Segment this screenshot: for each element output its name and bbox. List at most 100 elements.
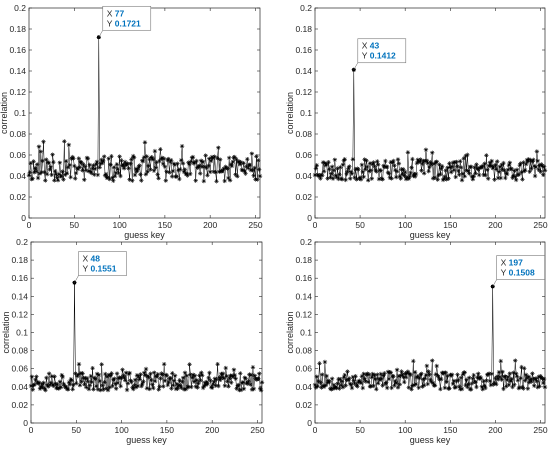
chart-1-ytick-label-6: 0.12 xyxy=(295,87,312,97)
chart-0-point-39 xyxy=(62,139,66,143)
chart-3-point-6 xyxy=(318,380,322,384)
chart-0-point-198 xyxy=(206,164,210,168)
chart-2-point-215 xyxy=(224,366,228,370)
chart-2-xlabel: guess key xyxy=(126,435,167,445)
chart-1-ytick-label-3: 0.06 xyxy=(295,150,312,160)
chart-0-point-128 xyxy=(143,140,147,144)
chart-2-ytick-label-9: 0.18 xyxy=(11,255,28,265)
chart-0-ytick-label-7: 0.14 xyxy=(9,66,26,76)
chart-1-point-192 xyxy=(486,176,490,180)
chart-2-point-172 xyxy=(185,374,189,378)
chart-2-point-159 xyxy=(173,373,177,377)
chart-1-ytick-label-9: 0.18 xyxy=(295,24,312,34)
chart-1-point-157 xyxy=(454,160,458,164)
chart-0-point-166 xyxy=(177,177,181,181)
chart-1-point-163 xyxy=(460,178,464,182)
chart-0-ytick-label-0: 0 xyxy=(21,213,26,223)
chart-1-point-126 xyxy=(426,169,430,173)
chart-3-point-173 xyxy=(469,387,473,391)
chart-3-point-11 xyxy=(323,360,327,364)
chart-2-xtick-label-3: 150 xyxy=(160,425,174,435)
chart-1-point-73 xyxy=(379,168,383,172)
chart-0-point-41 xyxy=(64,159,68,163)
chart-3-point-144 xyxy=(443,386,447,390)
chart-1-point-105 xyxy=(408,174,412,178)
chart-1-ylabel: correlation xyxy=(285,92,295,134)
chart-3-ytick-label-0: 0 xyxy=(307,418,312,428)
chart-0-ytick-label-10: 0.2 xyxy=(14,3,26,13)
chart-0-point-193 xyxy=(202,179,206,183)
chart-0-datatip-y-label: Y xyxy=(107,18,113,28)
chart-2-ytick-label-5: 0.1 xyxy=(16,328,28,338)
chart-2-ytick-label-2: 0.04 xyxy=(11,382,28,392)
chart-0-point-8 xyxy=(34,169,38,173)
chart-0-point-150 xyxy=(163,164,167,168)
chart-2-point-214 xyxy=(223,384,227,388)
chart-1-point-107 xyxy=(409,165,413,169)
chart-2-point-111 xyxy=(129,380,133,384)
chart-0-point-27 xyxy=(51,160,55,164)
chart-2-point-147 xyxy=(162,362,166,366)
chart-2-point-231 xyxy=(238,371,242,375)
chart-0-point-221 xyxy=(227,156,231,160)
chart-1-point-151 xyxy=(449,170,453,174)
chart-2-point-235 xyxy=(242,387,246,391)
chart-3-ytick-label-2: 0.04 xyxy=(295,382,312,392)
chart-3-point-232 xyxy=(522,366,526,370)
chart-1-point-18 xyxy=(329,171,333,175)
chart-0-point-253 xyxy=(256,158,260,162)
chart-0-point-254 xyxy=(257,167,261,171)
chart-0-point-42 xyxy=(65,171,69,175)
chart-2-point-226 xyxy=(234,377,238,381)
chart-3-point-176 xyxy=(472,373,476,377)
chart-1-xtick-label-4: 200 xyxy=(488,220,502,230)
chart-1-point-159 xyxy=(456,169,460,173)
chart-1-xtick-label-2: 100 xyxy=(398,220,412,230)
chart-1-point-78 xyxy=(383,159,387,163)
chart-0-point-65 xyxy=(86,156,90,160)
chart-2-ytick-label-1: 0.02 xyxy=(11,400,28,410)
chart-1-xtick-label-1: 50 xyxy=(355,220,365,230)
chart-1-point-196 xyxy=(490,159,494,163)
chart-3-point-47 xyxy=(355,384,359,388)
chart-2-point-207 xyxy=(216,384,220,388)
chart-1-point-224 xyxy=(515,168,519,172)
chart-2-point-187 xyxy=(198,378,202,382)
chart-2-point-101 xyxy=(120,368,124,372)
chart-3-point-65 xyxy=(371,384,375,388)
chart-3-point-79 xyxy=(384,380,388,384)
chart-0-point-90 xyxy=(108,162,112,166)
chart-2-point-218 xyxy=(226,384,230,388)
chart-2-point-146 xyxy=(161,384,165,388)
chart-3-point-34 xyxy=(343,383,347,387)
chart-2-ytick-label-0: 0 xyxy=(23,418,28,428)
chart-0-point-239 xyxy=(243,171,247,175)
chart-2-xtick-label-5: 250 xyxy=(250,425,264,435)
chart-1-ytick-label-1: 0.02 xyxy=(295,192,312,202)
chart-3-xtick-label-5: 250 xyxy=(533,425,547,435)
chart-2-point-137 xyxy=(153,379,157,383)
chart-3-datatip-x-label: X xyxy=(501,258,507,268)
chart-2-point-64 xyxy=(87,387,91,391)
chart-2-point-57 xyxy=(80,371,84,375)
chart-2-point-78 xyxy=(99,362,103,366)
chart-2-point-152 xyxy=(166,380,170,384)
chart-1-point-62 xyxy=(369,168,373,172)
chart-3-datatip-x-value: 197 xyxy=(509,258,523,268)
chart-0-point-52 xyxy=(74,171,78,175)
chart-3-point-68 xyxy=(374,387,378,391)
chart-2-point-141 xyxy=(157,387,161,391)
chart-2-point-35 xyxy=(61,375,65,379)
chart-0-point-207 xyxy=(214,179,218,183)
chart-1-point-149 xyxy=(447,161,451,165)
chart-2-point-32 xyxy=(58,380,62,384)
chart-0-point-216 xyxy=(222,179,226,183)
chart-1-point-42 xyxy=(351,157,355,161)
chart-3-point-231 xyxy=(521,386,525,390)
chart-0-peak-point xyxy=(97,35,101,39)
chart-0-ytick-label-1: 0.02 xyxy=(9,192,26,202)
chart-2-point-103 xyxy=(122,375,126,379)
chart-1-axes-box xyxy=(315,8,545,218)
chart-0-point-197 xyxy=(205,173,209,177)
chart-0-ytick-label-3: 0.06 xyxy=(9,150,26,160)
